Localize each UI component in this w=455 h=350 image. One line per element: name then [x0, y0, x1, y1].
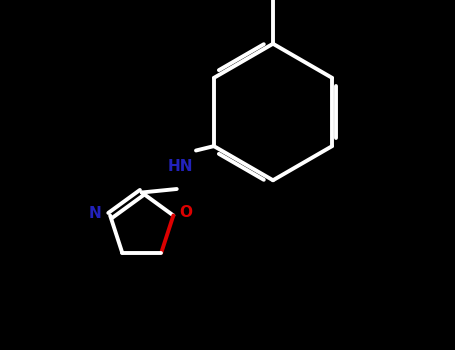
Text: N: N — [89, 206, 101, 221]
Text: HN: HN — [167, 159, 193, 174]
Text: O: O — [180, 205, 192, 220]
